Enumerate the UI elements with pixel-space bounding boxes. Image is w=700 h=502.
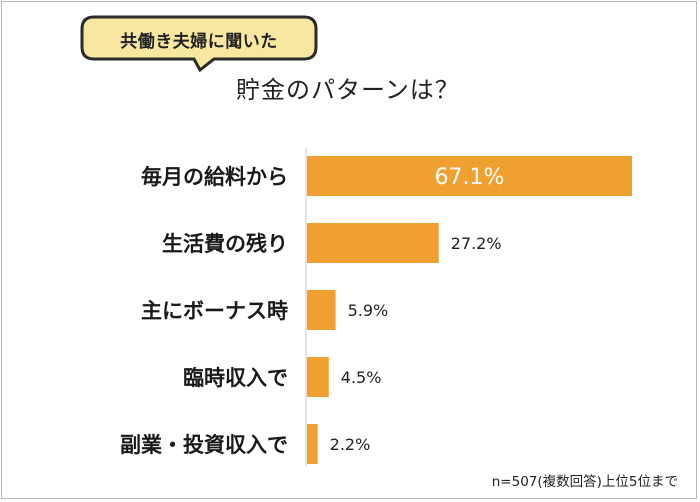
bar	[307, 223, 439, 263]
bar	[307, 357, 329, 397]
bar	[307, 290, 336, 330]
data-label: 27.2%	[451, 234, 502, 253]
bar	[307, 156, 632, 196]
bubble-label: 共働き夫婦に聞いた	[120, 32, 278, 52]
data-label: 2.2%	[330, 435, 371, 454]
bar	[307, 424, 318, 464]
category-label: 毎月の給料から	[141, 165, 288, 189]
category-label: 生活費の残り	[162, 232, 288, 256]
data-label: 4.5%	[341, 368, 382, 387]
category-label: 副業・投資収入で	[120, 433, 288, 457]
speech-bubble-shape	[80, 15, 318, 72]
category-label: 臨時収入で	[183, 366, 288, 390]
sample-size-note: n=507(複数回答)上位5位まで	[491, 474, 678, 490]
data-label: 67.1%	[435, 165, 505, 190]
category-label: 主にボーナス時	[141, 299, 288, 323]
speech-bubble: 共働き夫婦に聞いた	[80, 14, 320, 72]
chart-title: 貯金のパターンは？	[236, 76, 460, 104]
data-label: 5.9%	[348, 301, 389, 320]
